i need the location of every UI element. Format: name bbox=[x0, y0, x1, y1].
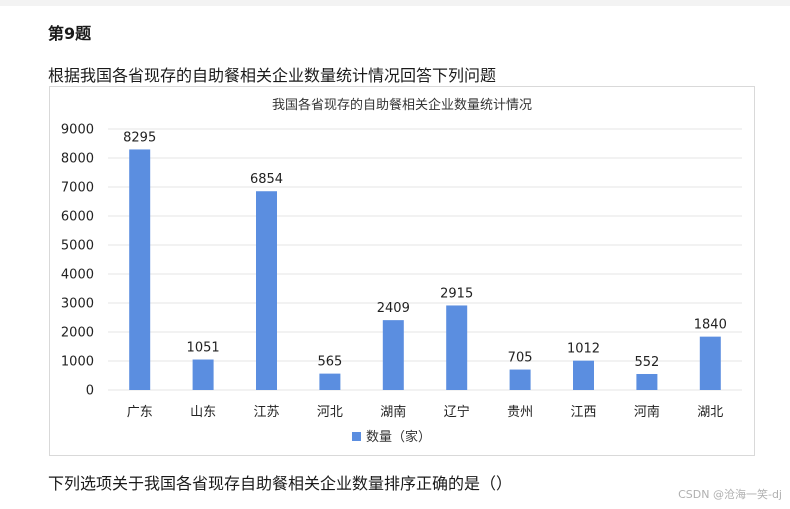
data-label: 552 bbox=[634, 355, 659, 370]
x-tick-label: 山东 bbox=[190, 405, 216, 420]
y-tick-label: 9000 bbox=[61, 123, 94, 138]
bar bbox=[446, 305, 468, 390]
chart-title: 我国各省现存的自助餐相关企业数量统计情况 bbox=[272, 97, 532, 113]
y-tick-label: 0 bbox=[86, 384, 94, 399]
data-label: 705 bbox=[508, 351, 533, 366]
y-tick-label: 6000 bbox=[61, 210, 94, 225]
bar-chart: 我国各省现存的自助餐相关企业数量统计情况 0 1000 2000 3000 4000 50… bbox=[61, 97, 742, 445]
y-tick-label: 4000 bbox=[61, 268, 94, 283]
bar bbox=[699, 336, 721, 390]
question-text: 下列选项关于我国各省现存自助餐相关企业数量排序正确的是（） bbox=[48, 474, 513, 493]
data-label: 1840 bbox=[694, 318, 727, 333]
y-tick-label: 3000 bbox=[61, 297, 94, 312]
y-tick-label: 1000 bbox=[61, 355, 94, 370]
question-prompt: 根据我国各省现存的自助餐相关企业数量统计情况回答下列问题 bbox=[48, 66, 497, 85]
x-tick-label: 广东 bbox=[127, 405, 153, 420]
x-tick-label: 河北 bbox=[317, 405, 343, 420]
y-tick-label: 5000 bbox=[61, 239, 94, 254]
x-tick-label: 湖北 bbox=[697, 405, 723, 420]
question-number: 第9题 bbox=[48, 24, 92, 43]
legend: 数量（家） bbox=[352, 429, 431, 445]
legend-swatch bbox=[352, 432, 361, 441]
x-tick-label: 河南 bbox=[634, 404, 660, 420]
bar bbox=[573, 360, 594, 390]
x-tick-label: 湖南 bbox=[380, 404, 406, 420]
y-tick-label: 2000 bbox=[61, 326, 94, 341]
x-tick-label: 江西 bbox=[570, 405, 596, 420]
data-label: 8295 bbox=[123, 130, 156, 145]
bar bbox=[509, 369, 531, 390]
y-tick-label: 7000 bbox=[61, 181, 94, 196]
bar bbox=[636, 373, 658, 390]
bar bbox=[382, 320, 404, 390]
legend-label: 数量（家） bbox=[366, 429, 431, 445]
top-bar bbox=[0, 0, 790, 6]
bar bbox=[256, 191, 277, 390]
data-label: 1012 bbox=[567, 342, 600, 357]
bar bbox=[129, 149, 151, 390]
watermark: CSDN @沧海一笑-dj bbox=[678, 488, 782, 501]
chart-frame: 我国各省现存的自助餐相关企业数量统计情况 0 1000 2000 3000 4000 50… bbox=[49, 86, 755, 456]
data-label: 2915 bbox=[440, 286, 473, 301]
data-label: 2409 bbox=[377, 301, 410, 316]
x-tick-label: 贵州 bbox=[507, 405, 533, 420]
x-tick-label: 江苏 bbox=[253, 404, 279, 420]
bar bbox=[319, 373, 341, 390]
data-label: 6854 bbox=[250, 172, 283, 187]
data-label: 565 bbox=[317, 355, 342, 370]
bar bbox=[192, 359, 214, 390]
data-label: 1051 bbox=[187, 341, 220, 356]
x-tick-label: 辽宁 bbox=[444, 404, 470, 420]
y-tick-label: 8000 bbox=[61, 152, 94, 167]
